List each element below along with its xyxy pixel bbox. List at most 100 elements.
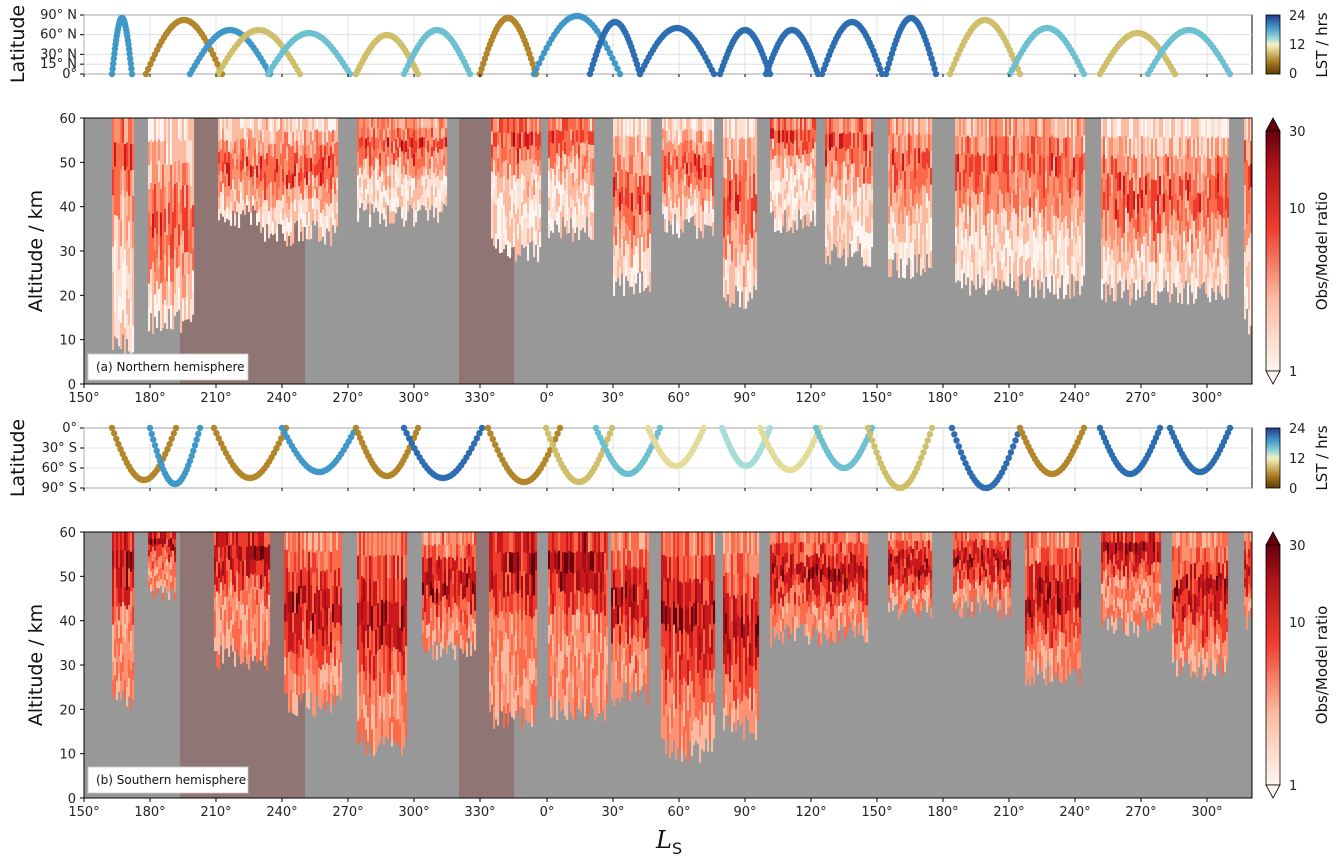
north-altitude-profile-cell [639,195,642,216]
north-altitude-profile-cell [755,251,758,271]
north-altitude-profile-cell [991,264,994,283]
north-altitude-profile-cell [774,118,777,132]
north-altitude-profile-cell [1021,118,1024,136]
north-altitude-profile-cell [825,150,828,167]
north-altitude-profile-cell [328,218,331,232]
north-altitude-profile-cell [957,118,960,137]
north-altitude-profile-cell [710,177,713,191]
north-altitude-profile-cell [835,160,838,176]
north-altitude-profile-cell [383,151,386,164]
north-altitude-profile-cell [377,180,380,191]
north-altitude-profile-cell [794,198,797,210]
north-altitude-profile-cell [552,219,555,233]
north-altitude-profile-cell [1073,197,1076,218]
north-altitude-profile-cell [676,169,679,183]
north-altitude-profile-cell [385,166,388,179]
north-altitude-profile-cell [523,118,526,133]
north-altitude-profile-cell [1129,284,1132,306]
north-altitude-profile-cell [806,129,809,143]
north-altitude-profile-cell [729,180,732,203]
north-altitude-profile-cell [1133,245,1136,265]
north-altitude-profile-cell [1069,258,1072,279]
north-altitude-profile-cell [855,132,858,149]
north-altitude-profile-cell [1009,238,1012,257]
north-altitude-profile-cell [774,143,777,157]
north-altitude-profile-cell [788,142,791,156]
north-altitude-profile-cell [395,149,398,161]
north-altitude-profile-cell [564,154,567,167]
north-altitude-profile-cell [150,182,153,205]
north-altitude-profile-cell [132,144,135,171]
north-altitude-profile-cell [676,143,679,157]
north-altitude-profile-cell [784,168,787,180]
north-altitude-profile-cell [164,208,167,233]
north-altitude-profile-cell [802,130,805,143]
north-altitude-profile-cell [332,129,335,143]
north-altitude-profile-cell [647,155,650,175]
north-altitude-profile-cell [810,175,813,188]
north-altitude-profile-cell [861,118,864,134]
north-altitude-profile-cell [503,132,506,148]
north-altitude-profile-cell [270,156,273,170]
north-altitude-profile-cell [666,194,669,208]
north-altitude-profile-cell [841,133,844,149]
north-altitude-profile-cell [890,118,893,137]
north-altitude-profile-cell [515,181,518,199]
north-altitude-profile-cell [975,137,978,157]
north-altitude-profile-cell [377,138,380,150]
north-altitude-profile-cell [1227,277,1230,298]
north-altitude-profile-cell [631,118,634,138]
north-altitude-profile-cell [645,174,648,194]
north-altitude-profile-cell [529,118,532,133]
north-altitude-profile-cell [582,215,585,228]
north-altitude-profile-cell [692,193,695,206]
north-altitude-profile-cell [391,152,394,165]
north-altitude-profile-cell [385,202,388,215]
north-altitude-profile-cell [578,131,581,146]
north-altitude-profile-cell [334,219,337,233]
north-altitude-profile-cell [411,187,414,199]
north-altitude-profile-cell [904,260,907,279]
north-altitude-profile-cell [332,165,335,178]
north-altitude-profile-cell [192,161,195,184]
north-altitude-profile-cell [375,197,378,208]
north-altitude-profile-cell [1033,136,1036,156]
north-altitude-profile-cell [1167,214,1170,235]
north-altitude-profile-cell [397,186,400,198]
north-altitude-profile-cell [298,145,301,160]
north-altitude-profile-cell [1123,271,1126,292]
north-altitude-profile-cell [896,134,899,153]
north-altitude-profile-cell [908,180,911,196]
north-altitude-profile-cell [1123,156,1126,177]
north-altitude-profile-cell [1015,156,1018,176]
north-altitude-profile-cell [385,178,388,191]
north-altitude-profile-cell [912,118,915,137]
north-altitude-profile-cell [967,188,970,207]
north-altitude-profile-cell [670,165,673,178]
north-altitude-profile-cell [700,155,703,169]
north-altitude-profile-cell [957,171,960,191]
north-altitude-profile-cell [1055,196,1058,216]
north-altitude-profile-cell [975,118,978,138]
north-altitude-profile-cell [539,118,542,133]
north-altitude-profile-cell [568,143,571,157]
north-altitude-profile-cell [120,169,123,196]
north-altitude-profile-cell [1115,199,1118,220]
north-altitude-profile-cell [431,175,434,187]
north-altitude-profile-cell [619,192,622,212]
north-altitude-profile-cell [572,131,575,146]
north-altitude-profile-cell [662,203,665,215]
north-altitude-profile-cell [739,159,742,182]
north-altitude-profile-cell [955,118,958,137]
north-altitude-profile-cell [582,190,585,204]
north-altitude-profile-cell [148,141,151,166]
north-altitude-profile-cell [272,118,275,132]
north-altitude-profile-cell [776,180,779,194]
north-altitude-profile-cell [405,208,408,221]
north-altitude-profile-cell [533,133,536,150]
north-altitude-profile-cell [230,153,233,167]
north-altitude-profile-cell [790,190,793,204]
north-altitude-profile-cell [114,214,117,240]
north-altitude-profile-cell [613,118,616,139]
north-altitude-profile-cell [312,163,315,176]
